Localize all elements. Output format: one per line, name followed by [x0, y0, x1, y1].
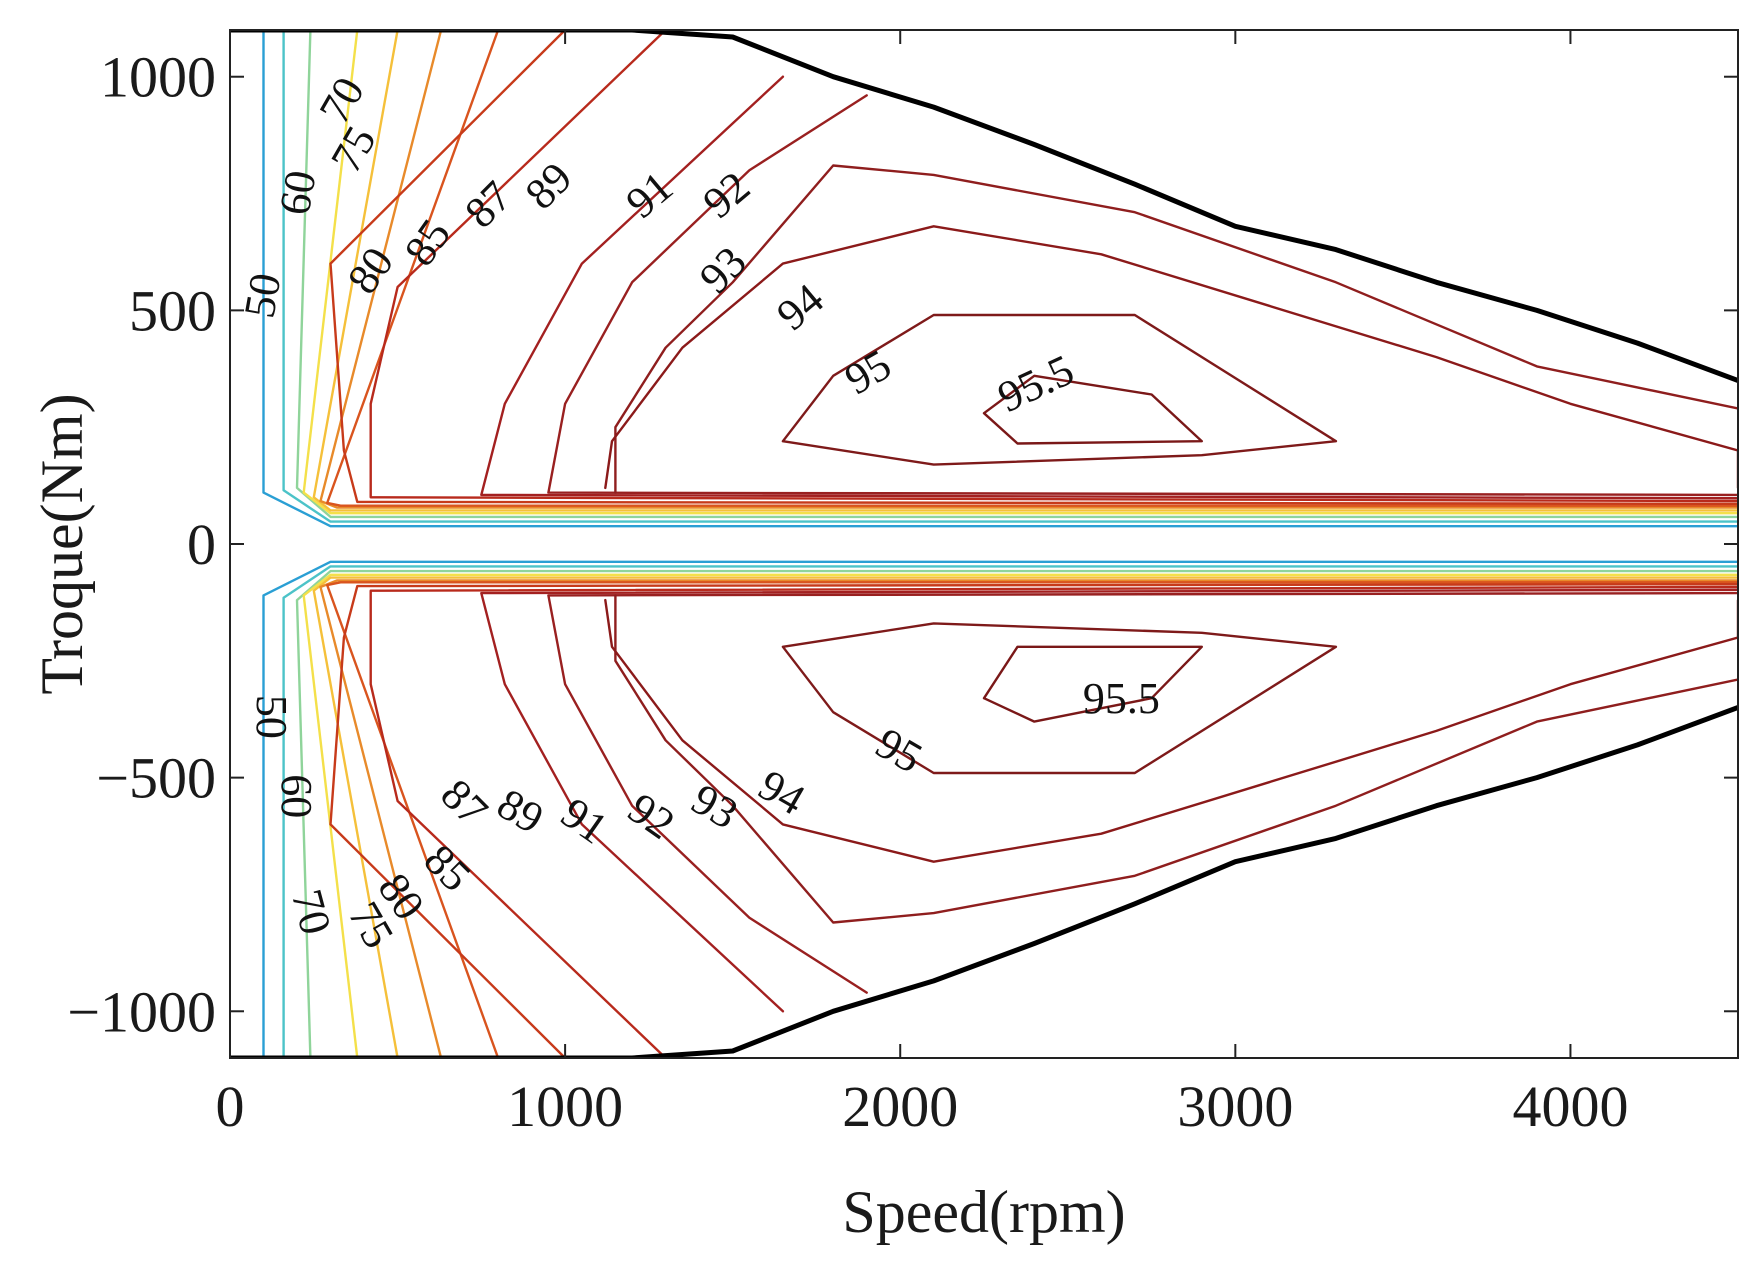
contour-label-lower-7: 89 — [489, 779, 552, 843]
x-tick-label-3000: 3000 — [1177, 1074, 1293, 1139]
contour-95-upper-12 — [604, 225, 1738, 490]
axis-ticks: 0 1000 2000 3000 4000 −1000 −500 0 500 1000 — [67, 30, 1738, 1139]
contour-label-upper-5: 85 — [395, 210, 460, 274]
contour-85-upper-5 — [319, 30, 1738, 509]
contour-92-upper-9 — [480, 75, 1738, 500]
contour-label-lower-10: 93 — [684, 774, 747, 838]
contour-label-upper-1: 60 — [270, 167, 326, 219]
contour-label-upper-0: 50 — [235, 270, 291, 322]
contour-50-upper-0 — [262, 30, 1738, 528]
contour-70-upper-2 — [295, 30, 1738, 519]
contour-label-lower-6: 87 — [431, 770, 497, 836]
contour-94-lower-11 — [614, 594, 1738, 924]
y-tick-label-1000: 1000 — [100, 45, 216, 110]
contour-label-upper-8: 91 — [617, 162, 682, 228]
y-tick-label--1000: −1000 — [67, 979, 216, 1044]
x-tick-label-0: 0 — [216, 1074, 245, 1139]
contour-93-upper-10 — [547, 94, 1738, 497]
boundary-upper — [230, 30, 1738, 383]
contour-label-upper-10: 93 — [690, 237, 756, 303]
y-tick-label-500: 500 — [129, 278, 216, 343]
contour-89-upper-7 — [329, 30, 1738, 505]
contour-80-upper-4 — [312, 30, 1738, 512]
contour-lines — [262, 30, 1738, 1058]
contour-label-lower-0: 50 — [247, 695, 296, 739]
contour-70-lower-2 — [295, 569, 1738, 1058]
contour-95-lower-13 — [781, 622, 1338, 775]
y-tick-label-0: 0 — [187, 512, 216, 577]
contour-label-upper-13: 95.5 — [990, 345, 1080, 422]
contour-label-lower-12: 95 — [868, 718, 931, 782]
contour-91-upper-8 — [369, 30, 1738, 503]
contour-label-lower-11: 94 — [751, 760, 814, 824]
contour-89-lower-7 — [329, 583, 1738, 1058]
y-axis-label: Troque(Nm) — [29, 393, 95, 694]
contour-label-lower-8: 91 — [552, 788, 616, 853]
contour-label-lower-13: 95.5 — [1083, 674, 1160, 723]
y-tick-label--500: −500 — [96, 746, 216, 811]
x-tick-label-1000: 1000 — [507, 1074, 623, 1139]
contour-label-lower-9: 92 — [619, 783, 683, 848]
contour-87-lower-6 — [326, 581, 1738, 1058]
contour-label-upper-3: 75 — [321, 118, 385, 181]
x-tick-label-4000: 4000 — [1512, 1074, 1628, 1139]
contour-label-lower-1: 60 — [272, 774, 321, 818]
contour-60-lower-1 — [282, 565, 1738, 1058]
contour-95-lower-12 — [604, 598, 1738, 863]
contour-95_5-lower-14 — [982, 645, 1204, 723]
contour-label-lower-2: 70 — [282, 884, 341, 939]
contour-label-upper-6: 87 — [455, 172, 521, 238]
contour-91-lower-8 — [369, 585, 1738, 1058]
x-tick-label-2000: 2000 — [842, 1074, 958, 1139]
contour-92-lower-9 — [480, 588, 1738, 1013]
torque-speed-boundary — [230, 30, 1738, 1058]
boundary-lower — [230, 705, 1738, 1058]
contour-94-upper-11 — [614, 164, 1738, 494]
contour-75-lower-3 — [302, 573, 1738, 1058]
contour-95_5-upper-14 — [982, 374, 1204, 445]
contour-87-upper-6 — [326, 30, 1738, 507]
contour-label-upper-12: 95 — [837, 340, 900, 404]
contour-93-lower-10 — [547, 591, 1738, 994]
contour-80-lower-4 — [312, 576, 1738, 1058]
contour-95-upper-13 — [781, 313, 1338, 466]
contour-60-upper-1 — [282, 30, 1738, 523]
contour-50-lower-0 — [262, 560, 1738, 1058]
contour-label-upper-11: 94 — [768, 274, 833, 340]
contour-75-upper-3 — [302, 30, 1738, 515]
x-axis-label: Speed(rpm) — [842, 1179, 1125, 1245]
